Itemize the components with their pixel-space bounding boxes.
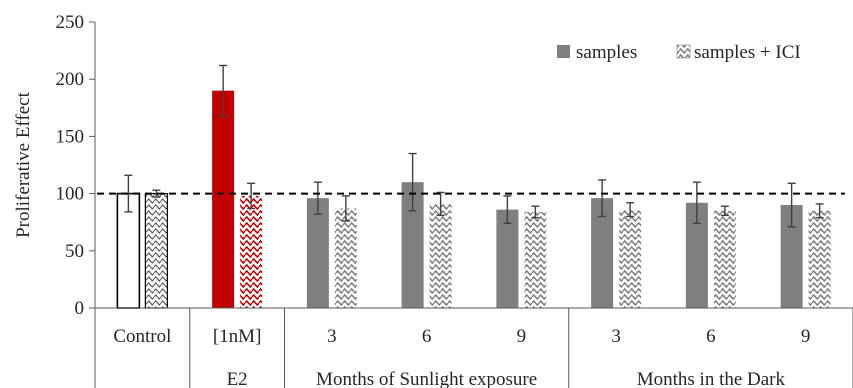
x-axis: Control [1nM] E2 3 6 9 Months of Sunlight expo…: [94, 307, 853, 388]
x-category-label: 9: [517, 326, 527, 347]
bar-samples: [306, 198, 329, 308]
y-axis-label: Proliferative Effect: [13, 91, 34, 237]
x-group-label: Months in the Dark: [637, 369, 786, 388]
bar-samples: [212, 90, 235, 308]
bar-samples: [780, 205, 803, 308]
bar-samples-ici: [144, 193, 168, 309]
y-tick-label: 50: [65, 241, 84, 262]
legend-label-samples-ici: samples + ICI: [694, 42, 801, 63]
y-axis: 0 50 100 150 200 250: [56, 12, 96, 319]
bar-samples-ici: [524, 211, 547, 308]
y-tick-label: 200: [56, 69, 85, 90]
x-group-label: E2: [227, 369, 248, 388]
bar-samples-ici: [808, 210, 831, 308]
y-tick-label: 100: [56, 184, 85, 205]
bar-samples: [591, 198, 614, 308]
y-tick-label: 150: [56, 126, 85, 147]
bar-samples: [496, 209, 519, 308]
legend-swatch-samples: [557, 45, 570, 58]
bar-samples-ici: [429, 203, 452, 308]
bar-samples: [685, 202, 708, 308]
bars: [97, 64, 845, 309]
x-category-label: 6: [422, 326, 432, 347]
bar-samples-ici: [334, 208, 357, 308]
bar-samples-ici: [240, 195, 263, 308]
x-category-label: 3: [327, 326, 337, 347]
bar-samples: [401, 182, 424, 308]
y-tick-label: 250: [56, 12, 85, 33]
legend: samples samples + ICI: [557, 42, 801, 63]
x-category-label: 6: [706, 326, 716, 347]
bar-samples-ici: [713, 210, 736, 308]
x-category-label: 3: [611, 326, 621, 347]
x-category-label: [1nM]: [213, 326, 262, 347]
legend-label-samples: samples: [576, 42, 637, 63]
y-tick-label: 0: [75, 298, 85, 319]
bar-samples-ici: [619, 209, 642, 308]
x-group-label: Months of Sunlight exposure: [316, 369, 537, 388]
x-category-label: 9: [801, 326, 811, 347]
x-category-label: Control: [113, 326, 171, 347]
legend-swatch-samples-ici: [676, 44, 691, 59]
